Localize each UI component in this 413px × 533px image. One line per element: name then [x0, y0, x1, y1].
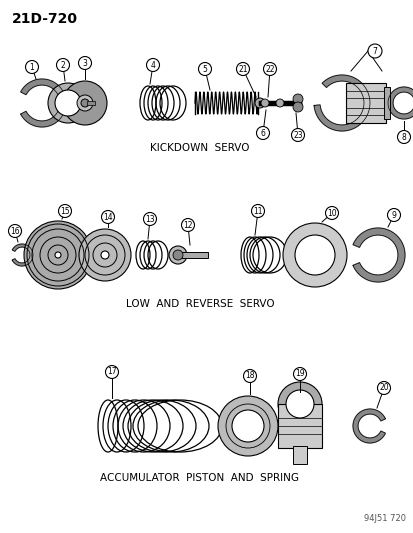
Circle shape: [81, 99, 89, 107]
Circle shape: [275, 99, 283, 107]
Circle shape: [63, 81, 107, 125]
Circle shape: [263, 62, 276, 76]
Polygon shape: [352, 409, 385, 443]
Circle shape: [55, 90, 81, 116]
Bar: [178, 252, 207, 258]
Circle shape: [101, 211, 114, 223]
Circle shape: [285, 390, 313, 418]
Circle shape: [291, 128, 304, 141]
Circle shape: [48, 83, 88, 123]
Text: 5: 5: [202, 64, 207, 74]
Text: 2: 2: [60, 61, 65, 69]
Text: 18: 18: [244, 372, 254, 381]
Text: 19: 19: [294, 369, 304, 378]
Circle shape: [101, 251, 109, 259]
Bar: [277, 404, 321, 448]
Text: LOW  AND  REVERSE  SERVO: LOW AND REVERSE SERVO: [126, 299, 274, 309]
Text: 23: 23: [292, 131, 302, 140]
Circle shape: [377, 382, 389, 394]
Circle shape: [236, 62, 249, 76]
Circle shape: [251, 205, 264, 217]
Bar: [345, 83, 385, 123]
Text: 16: 16: [10, 227, 20, 236]
Circle shape: [9, 224, 21, 238]
Polygon shape: [313, 75, 369, 131]
Circle shape: [58, 205, 71, 217]
Circle shape: [56, 59, 69, 71]
Text: 17: 17: [107, 367, 116, 376]
Text: 1: 1: [30, 62, 34, 71]
Circle shape: [282, 223, 346, 287]
Circle shape: [79, 229, 131, 281]
Circle shape: [169, 246, 187, 264]
Text: 6: 6: [260, 128, 265, 138]
Circle shape: [243, 369, 256, 383]
Circle shape: [292, 102, 302, 112]
Circle shape: [218, 396, 277, 456]
Circle shape: [173, 250, 183, 260]
Circle shape: [231, 410, 263, 442]
Circle shape: [387, 208, 399, 222]
Text: 14: 14: [103, 213, 112, 222]
Circle shape: [294, 235, 334, 275]
Text: 21D-720: 21D-720: [12, 12, 78, 26]
Circle shape: [292, 94, 302, 104]
Text: KICKDOWN  SERVO: KICKDOWN SERVO: [150, 143, 249, 153]
Circle shape: [24, 221, 92, 289]
Circle shape: [277, 382, 321, 426]
Circle shape: [198, 62, 211, 76]
Text: 12: 12: [183, 221, 192, 230]
Text: 20: 20: [378, 384, 388, 392]
Circle shape: [325, 206, 338, 220]
Circle shape: [26, 61, 38, 74]
Text: 15: 15: [60, 206, 70, 215]
Text: 7: 7: [372, 46, 377, 55]
Polygon shape: [12, 244, 33, 266]
Polygon shape: [387, 87, 413, 119]
Circle shape: [105, 366, 118, 378]
Text: ACCUMULATOR  PISTON  AND  SPRING: ACCUMULATOR PISTON AND SPRING: [100, 473, 299, 483]
Text: 9: 9: [391, 211, 396, 220]
Circle shape: [254, 98, 264, 108]
Circle shape: [80, 98, 90, 108]
Text: 10: 10: [326, 208, 336, 217]
Bar: [87, 101, 95, 105]
Circle shape: [367, 44, 381, 58]
Text: 4: 4: [150, 61, 155, 69]
Text: 22: 22: [265, 64, 274, 74]
Circle shape: [77, 95, 93, 111]
Circle shape: [181, 219, 194, 231]
Text: 8: 8: [401, 133, 406, 141]
Circle shape: [396, 131, 410, 143]
Bar: [292, 446, 306, 464]
Circle shape: [260, 99, 268, 107]
Bar: [383, 87, 389, 119]
Text: 21: 21: [237, 64, 247, 74]
Text: 11: 11: [253, 206, 262, 215]
Text: 13: 13: [145, 214, 154, 223]
Text: 3: 3: [82, 59, 87, 68]
Circle shape: [55, 252, 61, 258]
Circle shape: [146, 59, 159, 71]
Text: 94J51 720: 94J51 720: [363, 514, 405, 523]
Polygon shape: [21, 79, 66, 127]
Circle shape: [143, 213, 156, 225]
Circle shape: [256, 126, 269, 140]
Circle shape: [293, 367, 306, 381]
Polygon shape: [352, 228, 404, 282]
Circle shape: [78, 56, 91, 69]
